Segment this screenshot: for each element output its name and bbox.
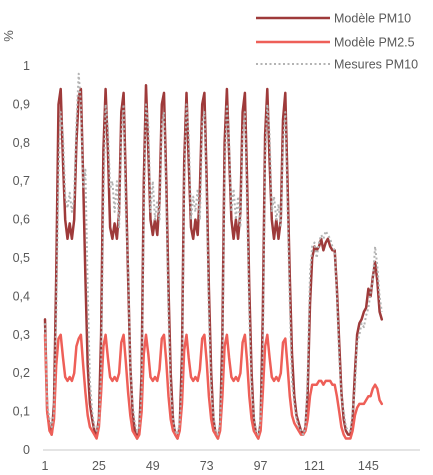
x-tick-label: 73 (200, 459, 214, 473)
x-tick-label: 121 (304, 459, 325, 473)
y-tick-label: 0,1 (13, 405, 30, 419)
legend-label-2: Mesures PM10 (334, 58, 418, 72)
legend-label-0: Modèle PM10 (334, 12, 411, 26)
y-tick-label: 0,3 (13, 328, 30, 342)
x-tick-label: 25 (92, 459, 106, 473)
x-tick-label: 97 (254, 459, 268, 473)
y-tick-label: 1 (23, 59, 30, 73)
x-tick-label: 49 (146, 459, 160, 473)
x-axis-ticks: 1 25 49 73 97 121 145 (42, 459, 379, 473)
y-tick-label: 0,5 (13, 251, 30, 265)
y-axis-ticks: 0 0,1 0,2 0,3 0,4 0,5 0,6 0,7 0,8 0,9 1 (13, 59, 30, 457)
legend: Modèle PM10 Modèle PM2.5 Mesures PM10 (256, 12, 418, 72)
y-tick-label: 0,2 (13, 366, 30, 380)
x-tick-label: 1 (42, 459, 49, 473)
series-line-1 (43, 333, 384, 440)
series-lines (43, 72, 384, 440)
x-tick-label: 145 (358, 459, 379, 473)
y-tick-label: 0 (23, 443, 30, 457)
y-tick-label: 0,8 (13, 136, 30, 150)
legend-label-1: Modèle PM2.5 (334, 36, 415, 50)
y-axis-label: % (1, 30, 16, 42)
series-line-2 (44, 72, 383, 436)
y-tick-label: 0,9 (13, 97, 30, 111)
y-tick-label: 0,4 (13, 289, 30, 303)
y-tick-label: 0,6 (13, 213, 30, 227)
y-tick-label: 0,7 (13, 174, 30, 188)
series-line-0 (43, 83, 384, 440)
